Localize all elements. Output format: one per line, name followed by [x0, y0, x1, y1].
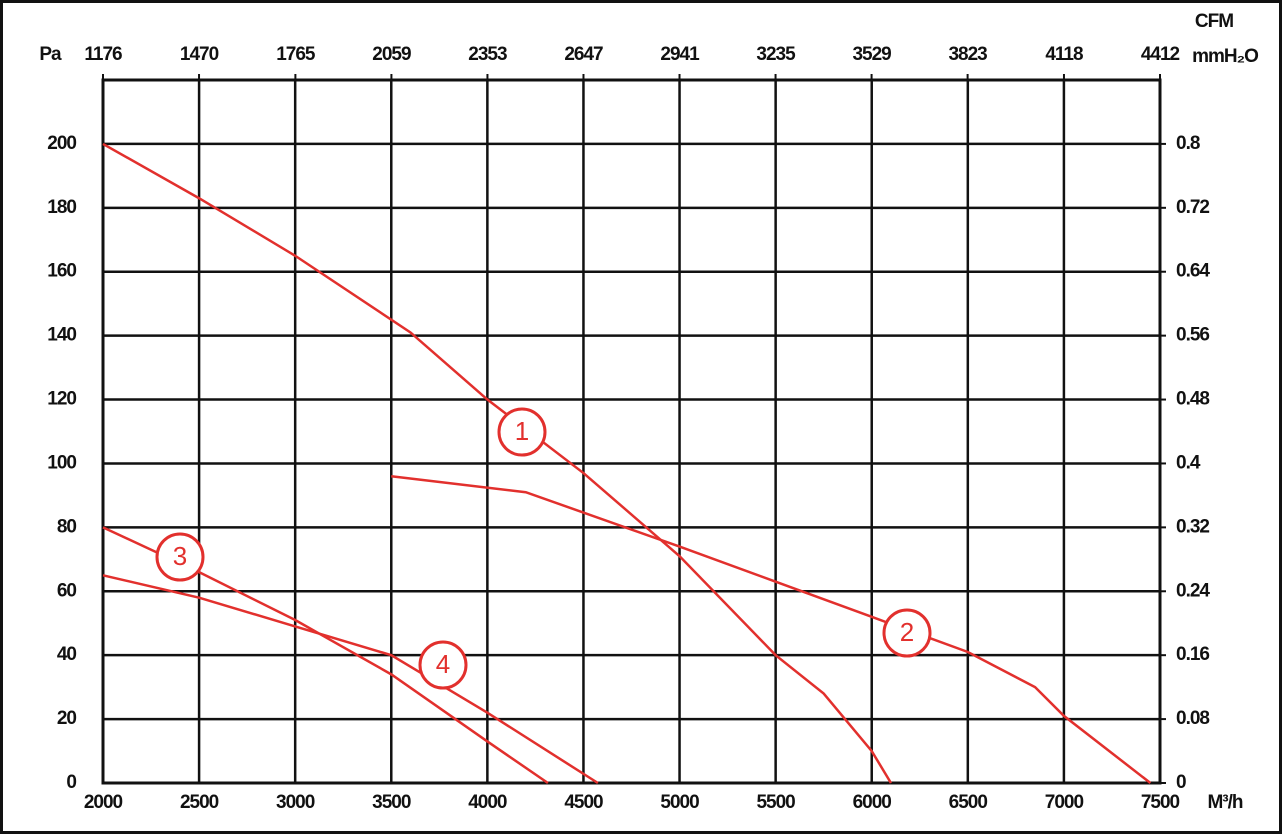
- y-tick-label: 200: [47, 133, 76, 154]
- y2-tick-label: 0.24: [1176, 580, 1210, 601]
- y-tick-label: 180: [47, 197, 76, 218]
- y-tick-label: 0: [66, 772, 76, 793]
- x2-tick-label: 1176: [84, 44, 122, 65]
- y2-tick-label: 0.56: [1176, 325, 1209, 346]
- curve-label: 2: [900, 617, 914, 647]
- plot-frame: [101, 78, 1162, 785]
- x-axis-label: M³/h: [1207, 792, 1242, 813]
- y2-tick-label: 0: [1176, 772, 1186, 793]
- x-tick-label: 6500: [949, 792, 988, 813]
- y-tick-label: 120: [47, 389, 76, 410]
- y2-tick-label: 0.32: [1176, 516, 1209, 537]
- x2-tick-label: 1765: [276, 44, 316, 65]
- x2-tick-label: 1470: [180, 44, 219, 65]
- curve-label-circle: [497, 407, 547, 457]
- x-tick-label: 2500: [180, 792, 219, 813]
- x2-tick-label: 2353: [468, 44, 507, 65]
- x-tick-label: 6000: [853, 792, 892, 813]
- x2-tick-label: 3529: [852, 44, 891, 65]
- x-tick-label: 3000: [276, 792, 315, 813]
- curve-label: 3: [173, 541, 187, 571]
- y-tick-label: 160: [47, 261, 76, 282]
- y-tick-label: 60: [57, 580, 77, 601]
- y2-tick-label: 0.48: [1176, 389, 1209, 410]
- x-tick-label: 7000: [1045, 792, 1084, 813]
- x2-tick-label: 3823: [948, 44, 987, 65]
- x2-tick-label: 4118: [1045, 44, 1083, 65]
- x-tick-label: 4000: [468, 792, 507, 813]
- y-tick-label: 40: [57, 644, 77, 665]
- y-tick-label: 20: [57, 708, 77, 729]
- y2-tick-label: 0.4: [1176, 452, 1201, 473]
- x2-tick-label: 2059: [372, 44, 411, 65]
- x-tick-label: 4500: [564, 792, 603, 813]
- x2-tick-label: 3235: [756, 44, 796, 65]
- x-tick-label: 5500: [756, 792, 795, 813]
- x2-tick-label: 2647: [564, 44, 603, 65]
- curve-label-circle: [155, 532, 205, 582]
- x-tick-label: 3500: [372, 792, 411, 813]
- y2-tick-label: 0.72: [1176, 197, 1209, 218]
- curve-label: 1: [515, 416, 529, 446]
- y2-tick-label: 0.64: [1176, 261, 1210, 282]
- x2-tick-label: 4412: [1141, 44, 1180, 65]
- y2-tick-label: 0.16: [1176, 644, 1209, 665]
- y-tick-label: 100: [47, 452, 76, 473]
- y-tick-label: 140: [47, 325, 76, 346]
- x-tick-label: 2000: [84, 792, 123, 813]
- y2-tick-label: 0.8: [1176, 133, 1200, 154]
- x2-tick-label: 2941: [660, 44, 700, 65]
- curve-label: 4: [436, 649, 450, 679]
- curve-label-circle: [418, 640, 468, 690]
- y-tick-label: 80: [57, 516, 77, 537]
- y2-axis-label: mmH₂O: [1192, 46, 1258, 67]
- y2-tick-label: 0.08: [1176, 708, 1209, 729]
- curve: [102, 142, 893, 784]
- curve-label-circle: [882, 608, 932, 658]
- y-axis-label: Pa: [39, 44, 62, 65]
- curve: [102, 574, 599, 785]
- x2-axis-label: CFM: [1195, 11, 1233, 32]
- curve: [391, 474, 1152, 784]
- x-tick-label: 7500: [1141, 792, 1180, 813]
- x-tick-label: 5000: [660, 792, 699, 813]
